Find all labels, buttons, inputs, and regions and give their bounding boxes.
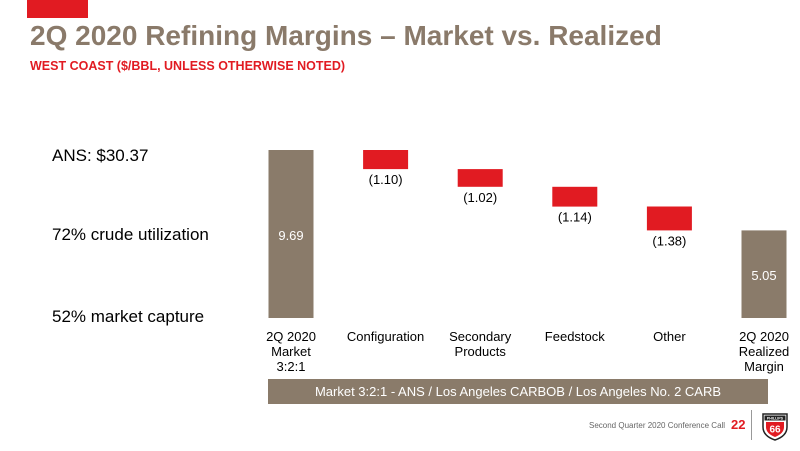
category-label-1: Configuration: [347, 329, 424, 344]
page-subtitle: WEST COAST ($/BBL, UNLESS OTHERWISE NOTE…: [30, 59, 346, 73]
data-label-3: (1.14): [558, 210, 592, 225]
data-label-4: (1.38): [652, 233, 686, 248]
market-capture-stat: 52% market capture: [52, 307, 205, 326]
bar-5: [741, 230, 787, 318]
ans-price-stat: ANS: $30.37: [52, 146, 149, 165]
data-label-5: 5.05: [751, 268, 776, 283]
category-label-2: Secondary Products: [449, 329, 512, 359]
data-label-0: 9.69: [278, 228, 303, 243]
bar-2: [457, 169, 503, 187]
logo-wordmark: PHILLIPS: [767, 417, 784, 421]
data-label-2: (1.02): [463, 190, 497, 205]
footnote-box: Market 3:2:1 - ANS / Los Angeles CARBOB …: [268, 379, 768, 404]
page-title: 2Q 2020 Refining Margins – Market vs. Re…: [30, 20, 662, 51]
data-label-1: (1.10): [369, 172, 403, 187]
accent-block: [27, 0, 88, 18]
bar-1: [363, 150, 409, 170]
crude-utilization-stat: 72% crude utilization: [52, 225, 209, 244]
bar-0: [268, 150, 314, 318]
category-label-0: 2Q 2020 Market 3:2:1: [266, 329, 316, 374]
phillips66-logo-icon: PHILLIPS 66: [762, 413, 788, 441]
waterfall-chart: 9.69 2Q 2020 Market 3:2:1 (1.10) Configuratio…: [266, 150, 790, 374]
logo-number: 66: [769, 425, 781, 436]
category-label-4: Other: [653, 329, 686, 344]
bar-4: [646, 206, 692, 231]
category-label-3: Feedstock: [545, 329, 605, 344]
page-number: 22: [731, 417, 746, 432]
bar-3: [552, 186, 598, 207]
footer-divider: [751, 410, 752, 440]
footer-text: Second Quarter 2020 Conference Call: [589, 421, 726, 430]
category-label-5: 2Q 2020 Realized Margin: [739, 329, 790, 374]
